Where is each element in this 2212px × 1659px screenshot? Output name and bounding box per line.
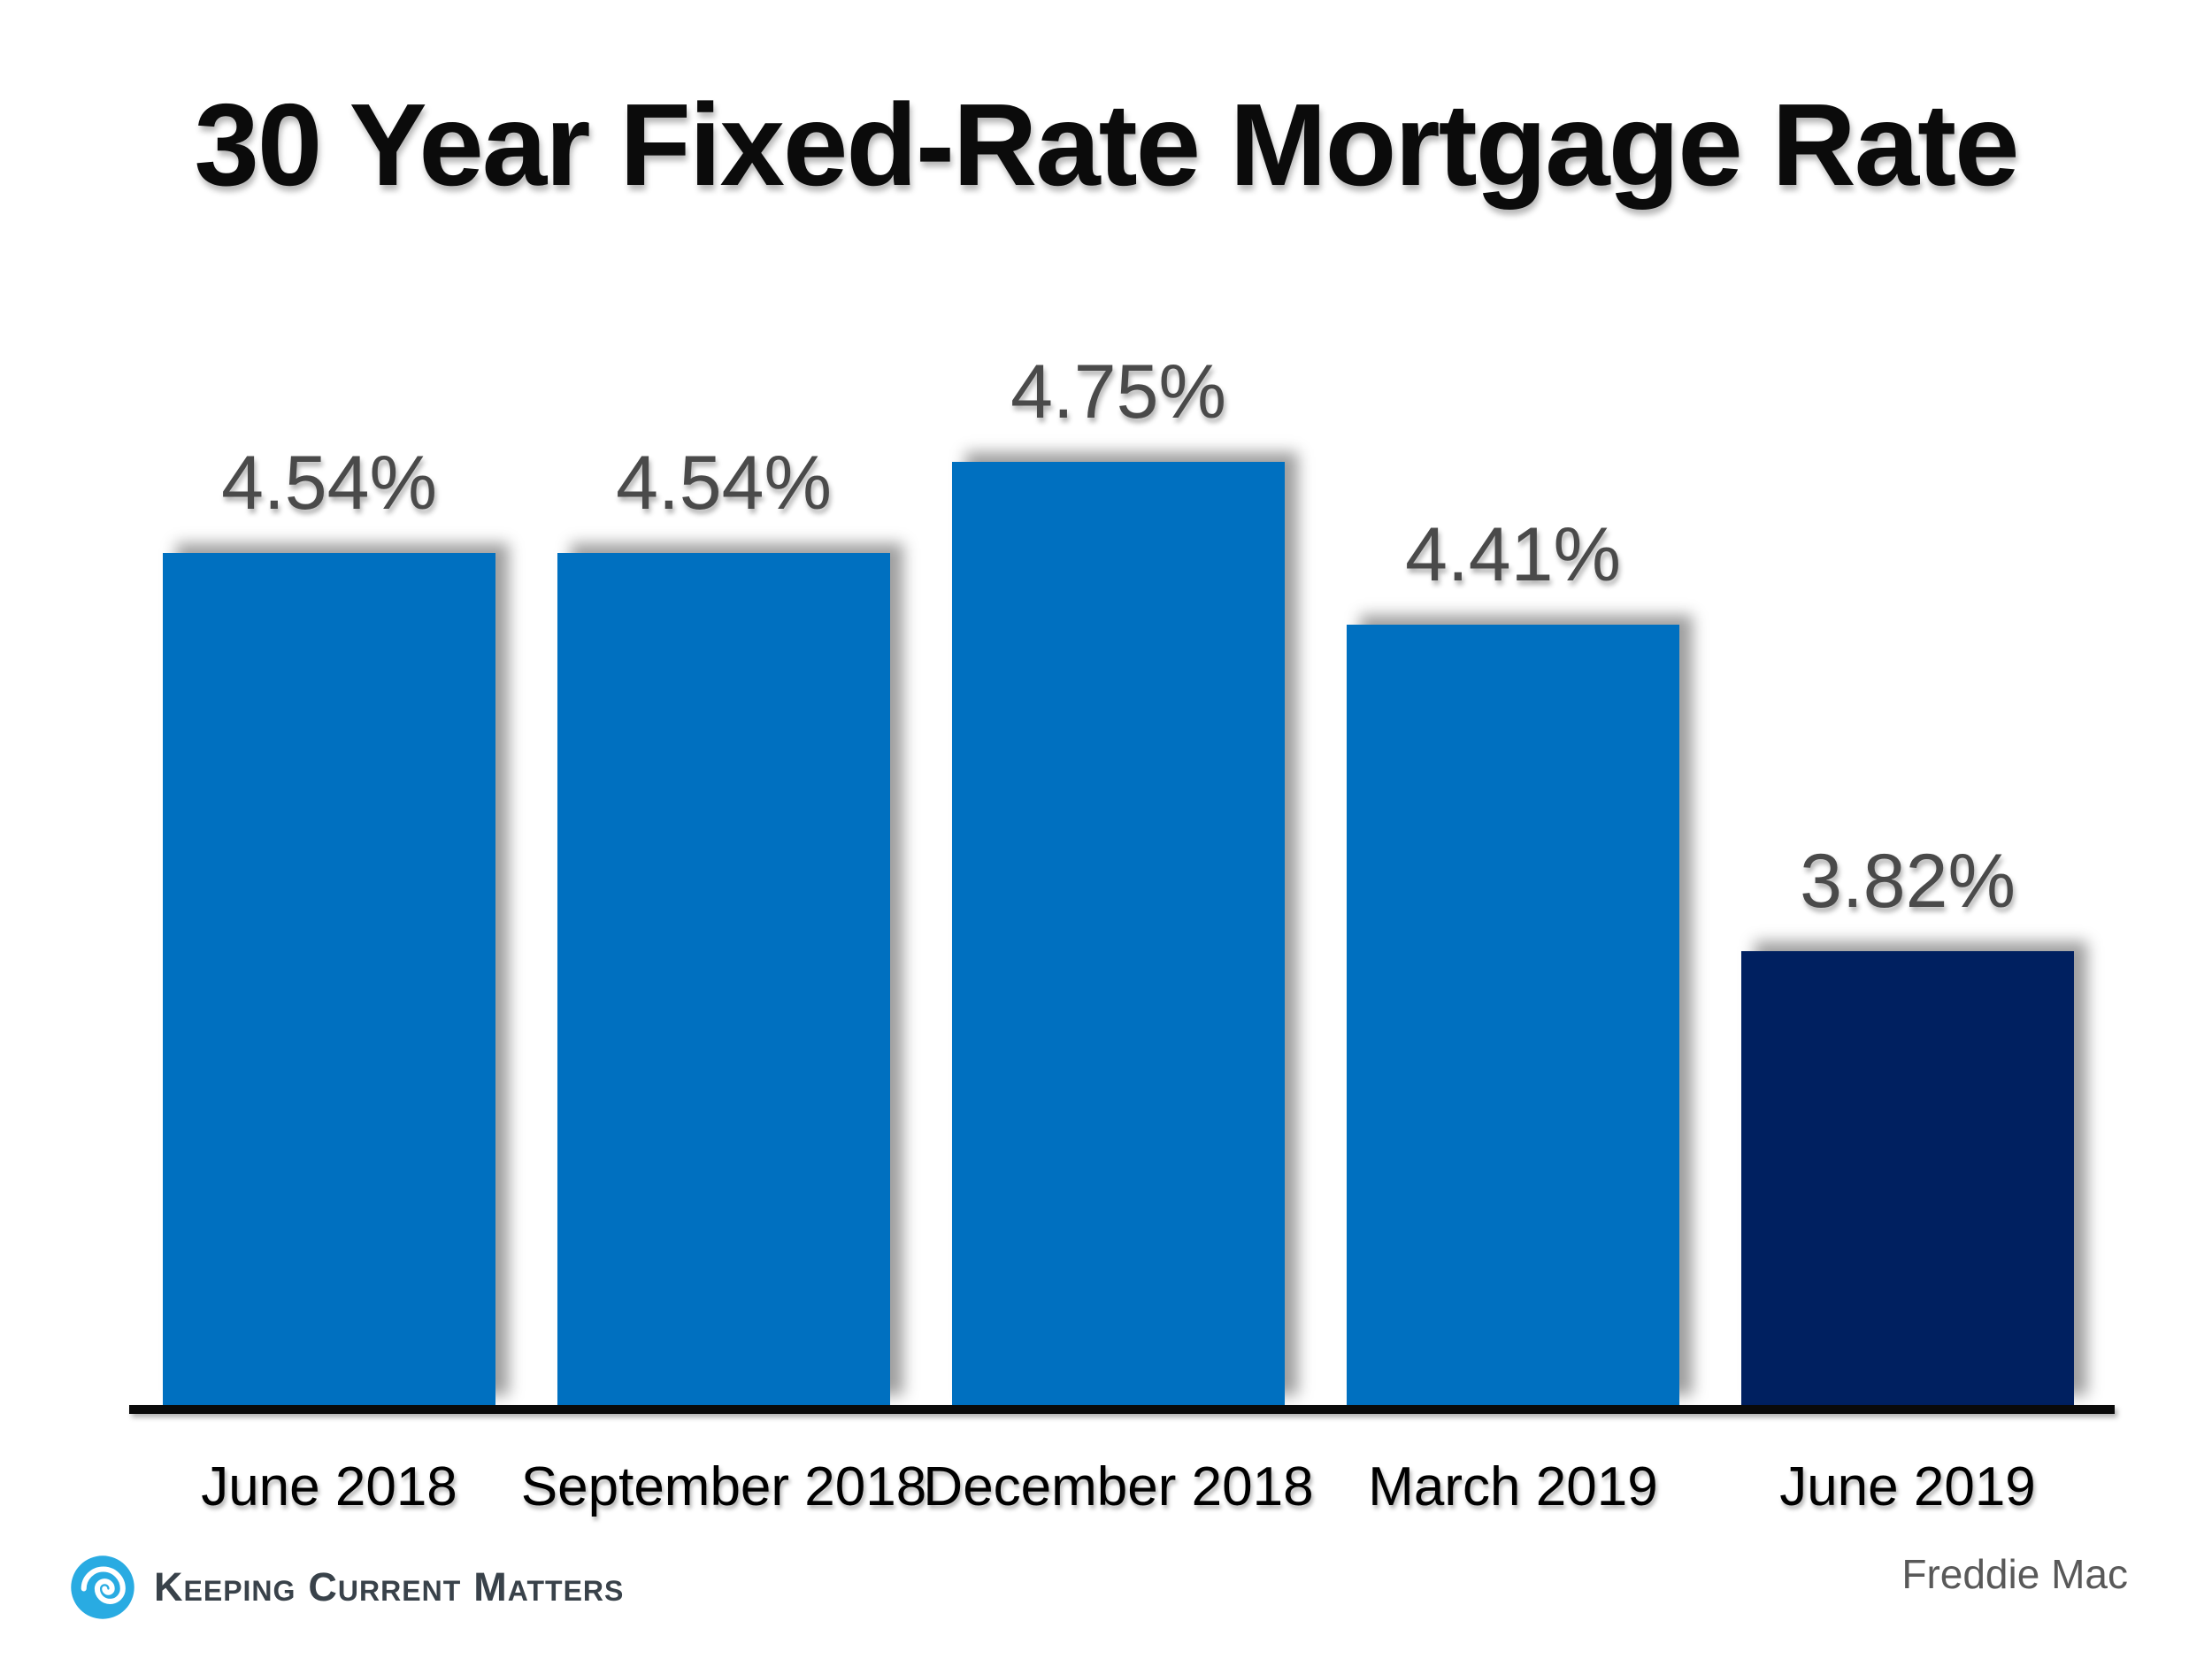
- bar-value-label: 3.82%: [1800, 839, 2016, 925]
- bar: [1741, 951, 2074, 1405]
- category-label: December 2018: [923, 1456, 1314, 1517]
- brand-word: MATTERS: [473, 1564, 625, 1609]
- chart-title: 30 Year Fixed-Rate Mortgage Rate: [194, 80, 2019, 210]
- bar-value-label: 4.54%: [616, 441, 832, 526]
- bar-value-label: 4.41%: [1405, 512, 1621, 598]
- bar-column: 3.82%: [1741, 354, 2074, 1405]
- brand-word: KEEPING: [154, 1564, 296, 1609]
- bar-column: 4.41%: [1347, 354, 1679, 1405]
- bar-value-label: 4.75%: [1010, 349, 1226, 434]
- swirl-icon: [71, 1555, 134, 1619]
- brand-word: CURRENT: [308, 1564, 462, 1609]
- bar: [952, 462, 1285, 1405]
- category-label: June 2019: [1779, 1456, 2036, 1517]
- bar: [557, 553, 890, 1405]
- x-axis-line: [129, 1405, 2115, 1414]
- kcm-logo: KEEPING CURRENT MATTERS: [69, 1554, 624, 1621]
- bar-value-label: 4.54%: [221, 441, 437, 526]
- bar-column: 4.75%: [952, 354, 1285, 1405]
- category-label: March 2019: [1368, 1456, 1658, 1517]
- category-label: June 2018: [201, 1456, 457, 1517]
- source-label: Freddie Mac: [1901, 1551, 2128, 1597]
- bar-column: 4.54%: [557, 354, 890, 1405]
- x-axis-labels: June 2018 September 2018 December 2018 Marc…: [163, 1460, 2074, 1515]
- brand-name: KEEPING CURRENT MATTERS: [154, 1564, 624, 1610]
- bar-chart: 4.54% 4.54% 4.75% 4.41% 3.82%: [163, 354, 2074, 1405]
- bar: [163, 553, 495, 1405]
- bar: [1347, 625, 1679, 1405]
- category-label: September 2018: [520, 1456, 927, 1517]
- bar-column: 4.54%: [163, 354, 495, 1405]
